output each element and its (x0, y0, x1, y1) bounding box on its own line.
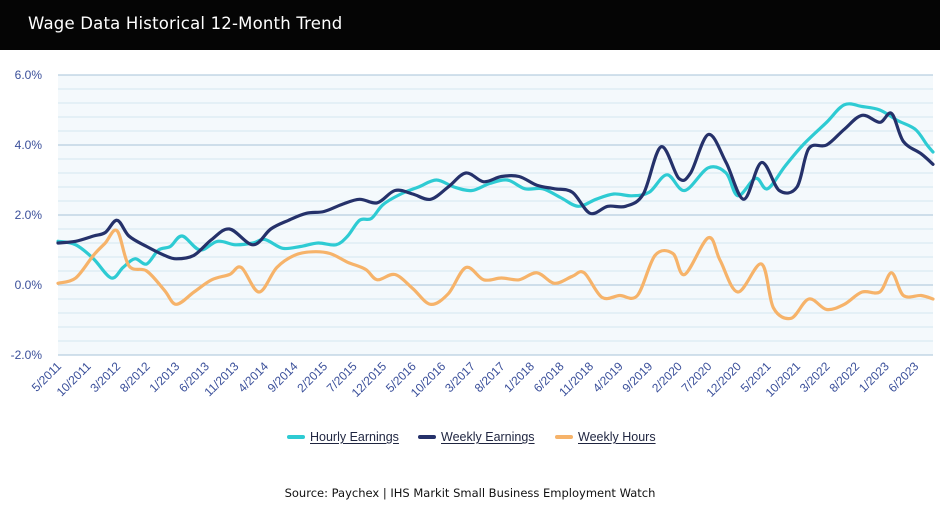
x-tick-label: 1/2023 (856, 359, 892, 395)
x-tick-label: 2/2020 (649, 359, 685, 395)
y-tick-label: 0.0% (15, 278, 43, 292)
x-tick-label: 4/2019 (590, 359, 626, 395)
page-title: Wage Data Historical 12-Month Trend (28, 14, 343, 33)
title-bar: Wage Data Historical 12-Month Trend (0, 0, 940, 50)
legend-swatch-weekly-earnings-icon (418, 435, 436, 439)
x-tick-label: 6/2023 (886, 359, 922, 395)
line-chart: -2.0%0.0%2.0%4.0%6.0%5/201110/20113/2012… (11, 68, 935, 400)
chart-legend: Hourly Earnings Weekly Earnings Weekly H… (0, 430, 940, 450)
y-tick-label: 4.0% (15, 138, 43, 152)
legend-item-hourly-earnings[interactable]: Hourly Earnings (287, 430, 399, 444)
x-tick-label: 8/2017 (472, 359, 508, 395)
legend-label: Weekly Hours (578, 430, 656, 444)
x-tick-label: 2/2015 (294, 359, 330, 395)
x-tick-label: 1/2018 (501, 359, 537, 395)
legend-label: Weekly Earnings (441, 430, 535, 444)
y-tick-label: 6.0% (15, 68, 43, 82)
series-line-hourly-earnings (56, 102, 935, 280)
legend-item-weekly-earnings[interactable]: Weekly Earnings (418, 430, 535, 444)
series-line-weekly-earnings (56, 111, 935, 261)
y-tick-label: -2.0% (11, 348, 43, 362)
source-note: Source: Paychex | IHS Markit Small Busin… (284, 486, 656, 500)
legend-label: Hourly Earnings (310, 430, 399, 444)
legend-swatch-weekly-hours-icon (555, 435, 573, 439)
x-tick-label: 3/2012 (87, 359, 123, 395)
x-tick-label: 9/2014 (265, 359, 301, 395)
x-tick-label: 1/2013 (147, 359, 183, 395)
x-tick-label: 3/2022 (797, 359, 833, 395)
y-tick-label: 2.0% (15, 208, 43, 222)
x-tick-label: 8/2012 (117, 359, 153, 395)
x-tick-label: 3/2017 (442, 359, 478, 395)
x-tick-label: 9/2019 (619, 359, 655, 395)
legend-item-weekly-hours[interactable]: Weekly Hours (555, 430, 656, 444)
x-tick-label: 4/2014 (235, 359, 271, 395)
legend-swatch-hourly-icon (287, 435, 305, 439)
x-tick-label: 8/2022 (826, 359, 862, 395)
series-line-weekly-hours (56, 228, 935, 321)
